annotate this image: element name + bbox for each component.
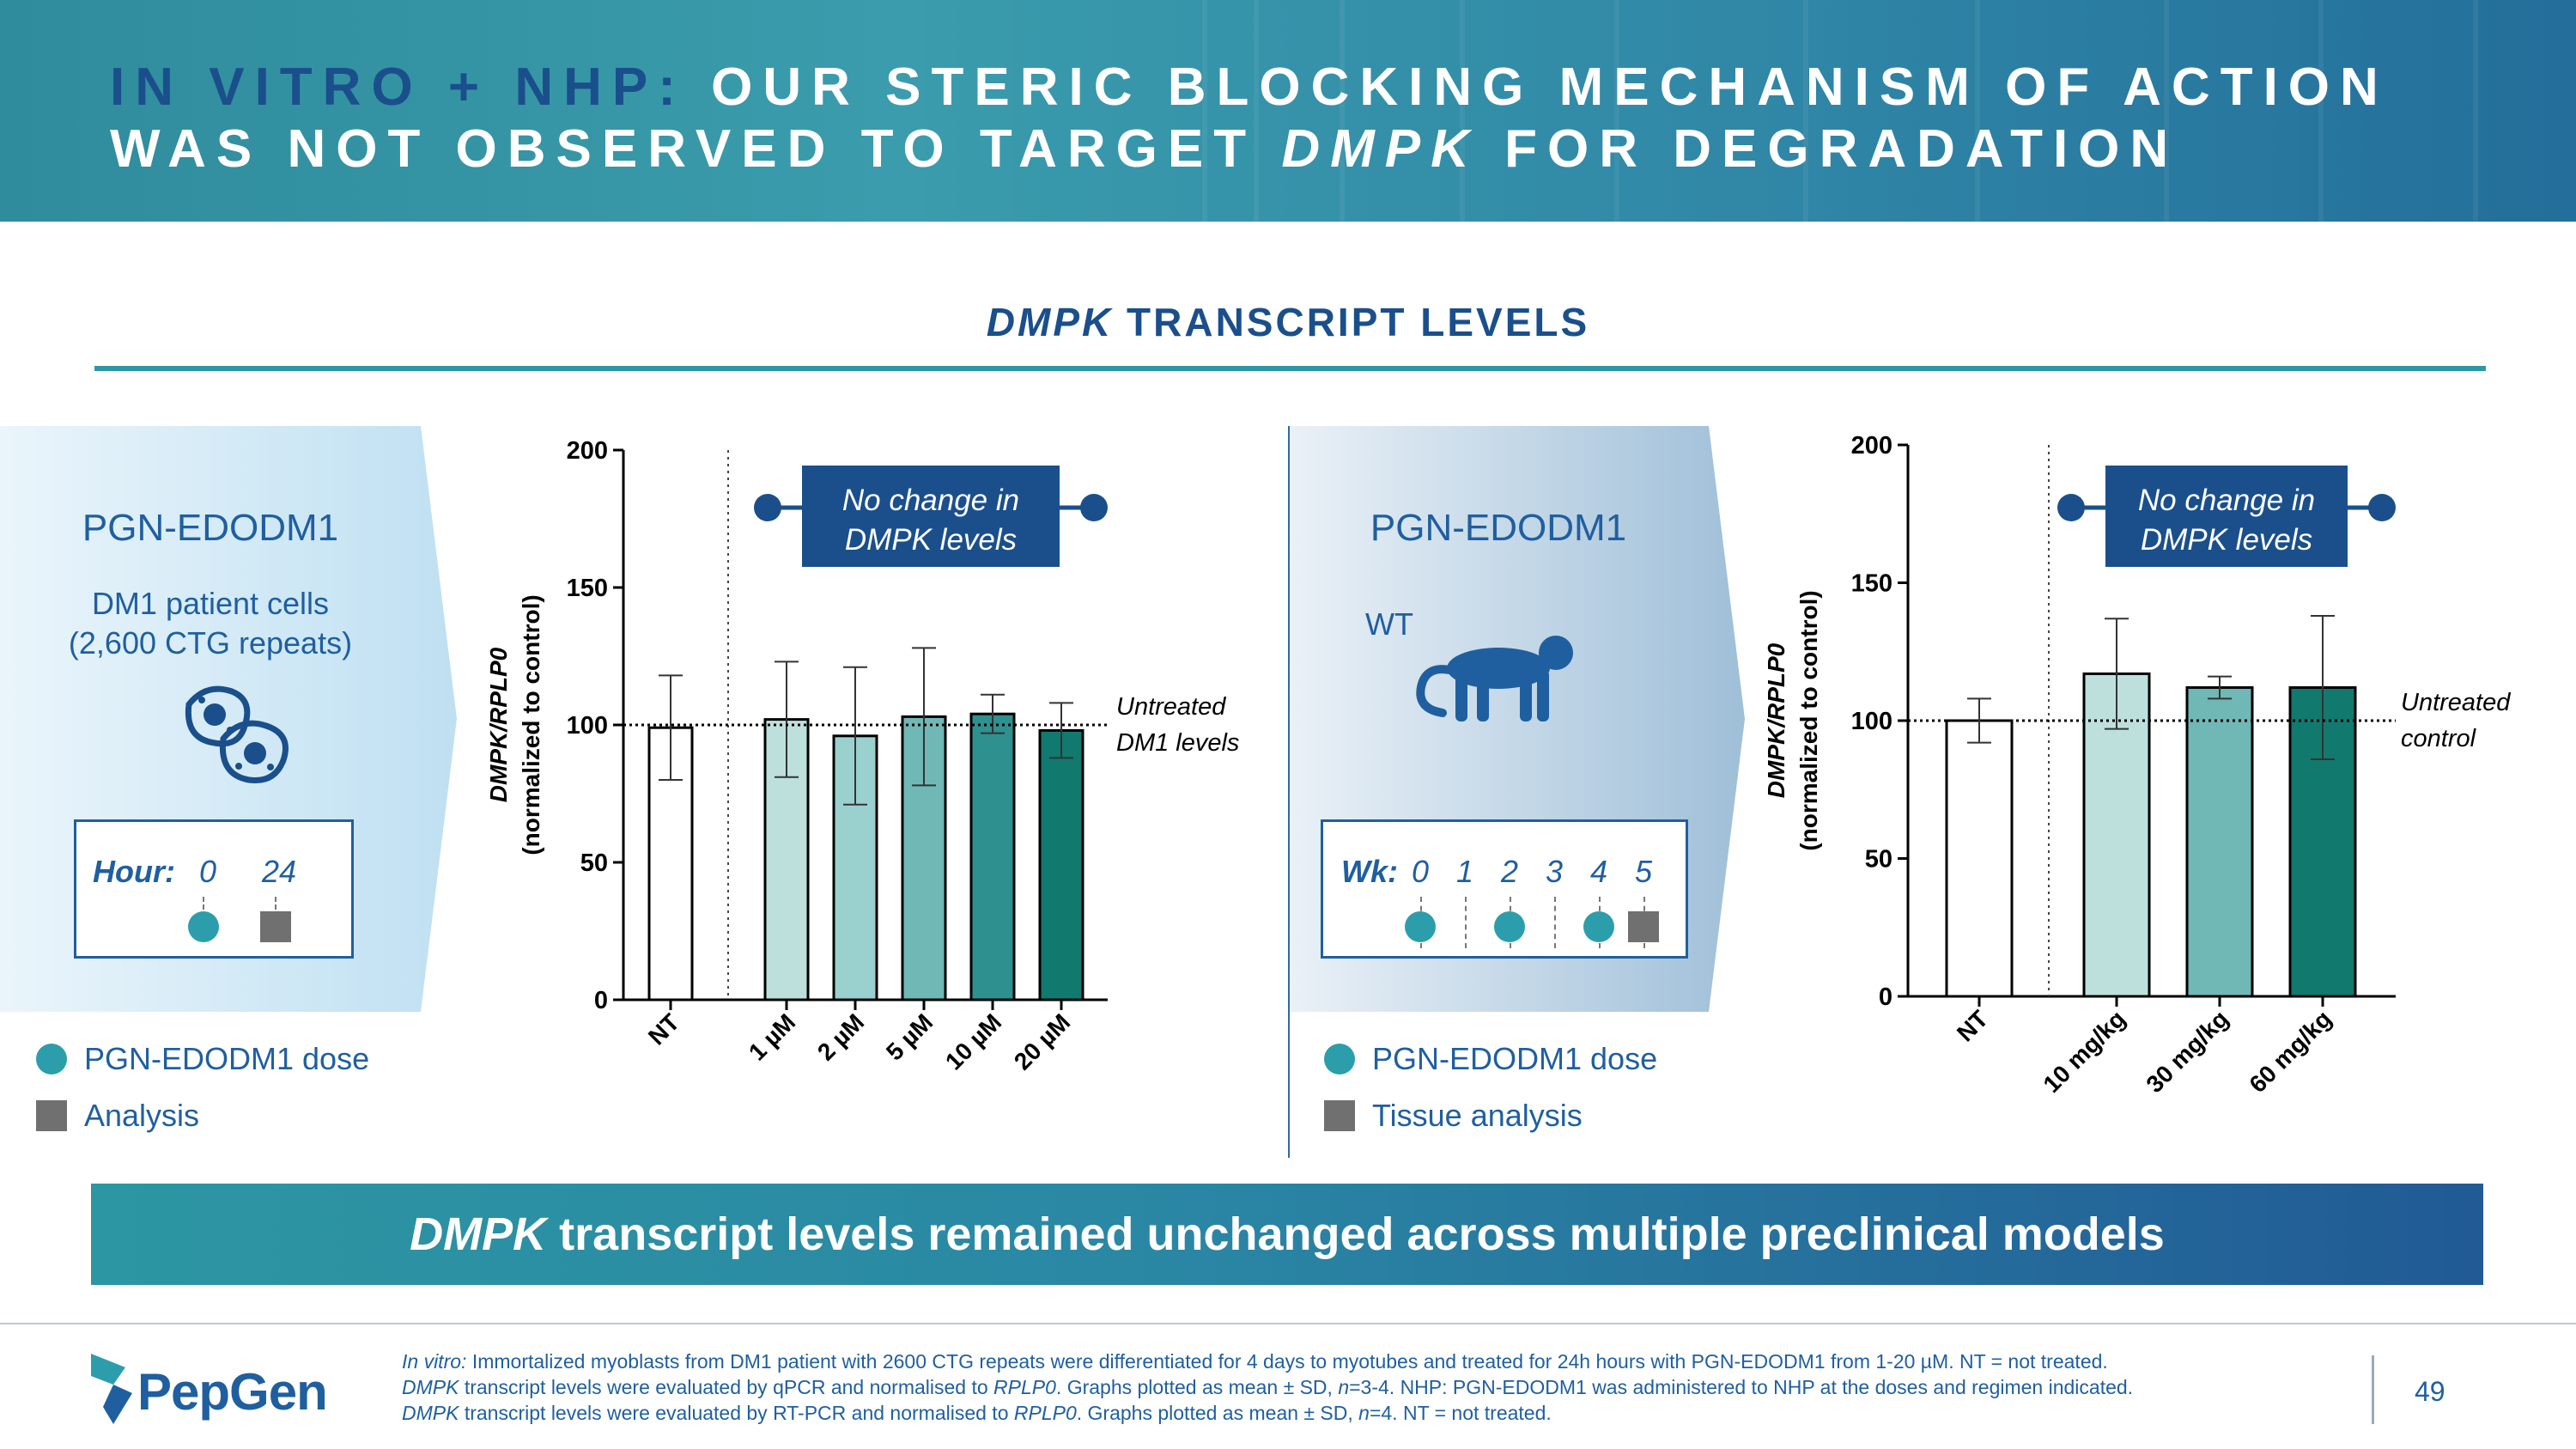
left-cells-line2: (2,600 CTG repeats): [68, 625, 353, 661]
callout-end-icon: [2368, 494, 2396, 521]
right-drug-name: PGN-EDODM1: [1370, 507, 1627, 549]
reference-label: DM1 levels: [1116, 729, 1239, 757]
legend-dose-icon: [1324, 1044, 1355, 1075]
conclusion-banner: DMPK transcript levels remained unchange…: [91, 1184, 2483, 1285]
x-tick-label: 10 mg/kg: [2038, 1005, 2130, 1098]
dose-marker-icon: [1405, 911, 1436, 942]
x-tick-label: 20 µM: [1009, 1008, 1075, 1075]
banner-gene: DMPK: [410, 1209, 547, 1260]
y-tick-label: 50: [580, 849, 608, 877]
y-tick-label: 150: [1851, 570, 1893, 598]
callout-end-icon: [754, 494, 781, 521]
reference-label: Untreated: [2401, 689, 2511, 716]
section-divider: [94, 366, 2486, 371]
left-schedule-tick: 0: [198, 854, 217, 889]
left-cells-desc: DM1 patient cells (2,600 CTG repeats): [26, 584, 395, 663]
header-bar: IN VITRO + NHP: OUR STERIC BLOCKING MECH…: [0, 0, 2576, 222]
left-schedule-label: Hour:: [93, 854, 175, 889]
slide-title: IN VITRO + NHP: OUR STERIC BLOCKING MECH…: [110, 57, 2531, 180]
banner-text: transcript levels remained unchanged acr…: [559, 1209, 2165, 1260]
dose-marker-icon: [1583, 911, 1614, 942]
footnote-line: DMPK transcript levels were evaluated by…: [402, 1376, 2134, 1398]
right-schedule-tick: 4: [1589, 854, 1608, 889]
y-axis-label-2: (normalized to control): [1795, 590, 1822, 850]
callout-text: DMPK levels: [845, 523, 1017, 557]
right-schedule-label: Wk:: [1341, 854, 1398, 889]
legend-dose-label: PGN-EDODM1 dose: [84, 1041, 370, 1076]
x-tick-label: 2 µM: [812, 1008, 869, 1065]
footnote-line: In vitro: Immortalized myoblasts from DM…: [402, 1350, 2108, 1373]
x-tick-label: 30 mg/kg: [2141, 1005, 2233, 1098]
y-tick-label: 0: [594, 987, 608, 1014]
section-title-gene: DMPK: [986, 300, 1114, 344]
reference-label: control: [2401, 725, 2477, 752]
dose-marker-icon: [1494, 911, 1525, 942]
chart-in-vitro: 0 50 100 150 200 DMPK/RPLP0 (normalized to con…: [485, 437, 1239, 1075]
right-schedule-tick: 5: [1634, 854, 1653, 889]
y-tick-label: 0: [1879, 983, 1893, 1011]
bar: [1945, 719, 2014, 998]
footnote: In vitro: Immortalized myoblasts from DM…: [402, 1349, 2342, 1426]
left-schedule-tick: 24: [261, 854, 297, 889]
right-schedule-tick: 2: [1500, 854, 1519, 889]
legend-analysis-icon: [1324, 1100, 1355, 1131]
section-title-rest: TRANSCRIPT LEVELS: [1127, 300, 1590, 344]
bar: [969, 712, 1016, 1002]
panel-divider: [1288, 426, 1290, 1158]
slide-title-gene: DMPK: [1281, 119, 1479, 179]
legend-dose-icon: [36, 1044, 67, 1075]
y-tick-label: 50: [1865, 846, 1893, 874]
callout-text: DMPK levels: [2141, 523, 2312, 557]
analysis-marker-icon: [1628, 911, 1659, 942]
legend-analysis-icon: [36, 1100, 67, 1131]
footnote-line: DMPK transcript levels were evaluated by…: [402, 1402, 1552, 1424]
slide-title-part1: OUR STERIC BLOCKING MECHANISM OF ACTION …: [110, 58, 2389, 179]
right-schedule-tick: 0: [1411, 854, 1430, 889]
legend-analysis-label: Analysis: [84, 1098, 200, 1133]
callout-text: No change in: [2138, 484, 2315, 517]
page-number: 49: [2415, 1376, 2445, 1407]
callout-box: [2105, 466, 2348, 567]
y-tick-label: 100: [567, 712, 608, 740]
right-schedule-tick: 1: [1455, 854, 1474, 889]
x-tick-label: NT: [643, 1008, 684, 1050]
callout-end-icon: [1080, 494, 1108, 521]
slide-title-part2: FOR DEGRADATION: [1504, 119, 2179, 179]
cells-icon: [185, 685, 289, 784]
y-tick-label: 150: [567, 575, 608, 602]
legend-dose-label: PGN-EDODM1 dose: [1372, 1041, 1658, 1076]
y-axis-label: DMPK/RPLP0: [1763, 642, 1789, 798]
callout-text: No change in: [842, 484, 1019, 517]
right-schedule-tick: 3: [1545, 854, 1564, 889]
x-tick-label: 1 µM: [744, 1008, 800, 1065]
bar: [1038, 728, 1084, 1002]
pepgen-logo-icon: [91, 1354, 132, 1424]
y-tick-label: 100: [1851, 708, 1893, 735]
callout-end-icon: [2057, 494, 2085, 521]
bar: [2185, 685, 2254, 998]
slide-title-accent: IN VITRO + NHP:: [110, 58, 686, 117]
y-axis-label: DMPK/RPLP0: [485, 647, 512, 802]
reference-label: Untreated: [1116, 693, 1226, 721]
right-model-label: WT: [1365, 606, 1413, 642]
left-cells-line1: DM1 patient cells: [91, 586, 330, 621]
left-drug-name: PGN-EDODM1: [82, 507, 339, 549]
x-tick-label: 10 µM: [940, 1008, 1006, 1075]
chart-nhp: 0 50 100 150 200 DMPK/RPLP0 (normalized to con…: [1763, 432, 2511, 1098]
monkey-icon: [1416, 636, 1573, 721]
callout-box: [802, 466, 1060, 567]
y-tick-label: 200: [567, 437, 608, 465]
section-title: DMPK TRANSCRIPT LEVELS: [0, 299, 2576, 345]
y-axis-label-2: (normalized to control): [518, 594, 544, 855]
y-tick-label: 200: [1851, 432, 1893, 460]
x-tick-label: 60 mg/kg: [2244, 1005, 2336, 1098]
x-tick-label: NT: [1952, 1005, 1993, 1046]
legend-analysis-label: Tissue analysis: [1372, 1098, 1583, 1133]
dose-marker-icon: [188, 911, 219, 942]
analysis-marker-icon: [260, 911, 291, 942]
x-tick-label: 5 µM: [881, 1008, 938, 1065]
pepgen-logo: PepGen: [137, 1363, 328, 1421]
footer-divider: [0, 1323, 2576, 1324]
footer-separator: [2372, 1355, 2374, 1424]
